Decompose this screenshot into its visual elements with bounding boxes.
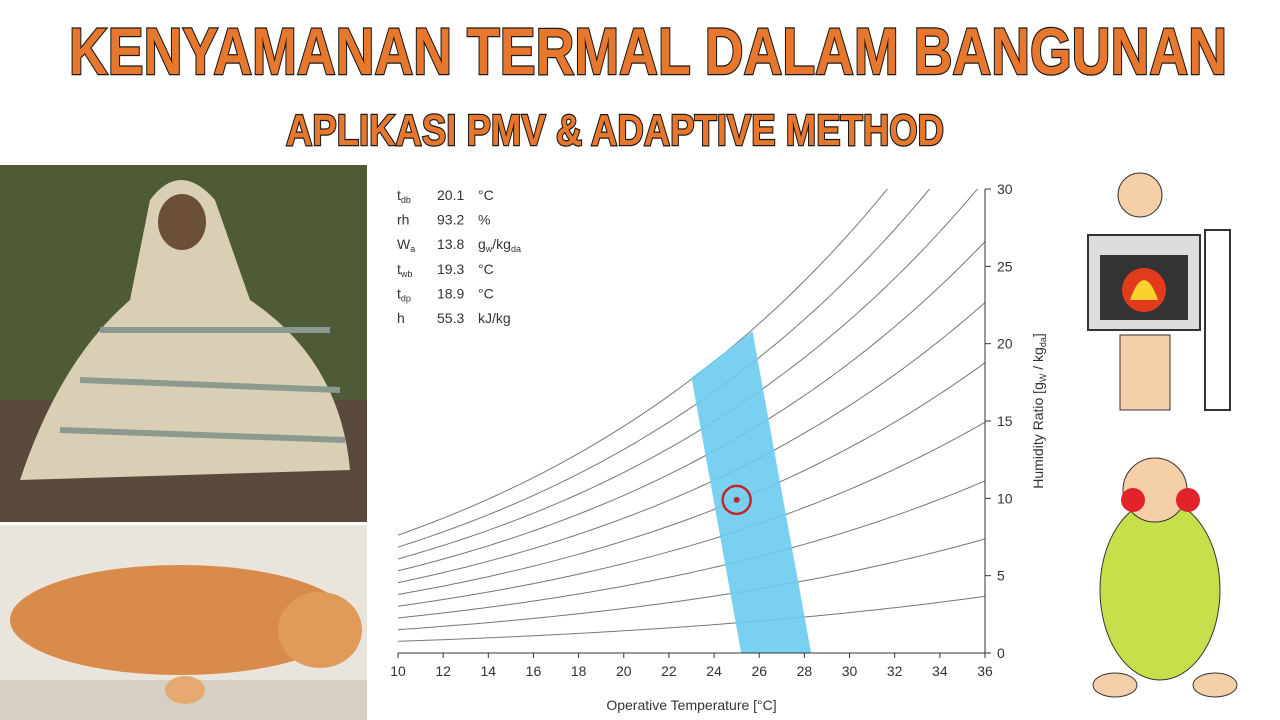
label-sub: da (1038, 337, 1048, 347)
hot-cartoon (1087, 172, 1231, 411)
y-tick-label: 5 (997, 568, 1005, 584)
y-tick-label: 20 (997, 336, 1013, 352)
readout-unit: kJ/kg (478, 310, 511, 326)
readout-unit: gw/kgda (478, 236, 521, 254)
symbol: rh (397, 212, 409, 228)
comfort-zone (691, 331, 812, 653)
symbol-sub: dp (401, 293, 411, 303)
readout-unit: °C (478, 261, 494, 277)
x-tick-label: 12 (435, 663, 451, 679)
rh-curve (398, 480, 985, 619)
x-tick-label: 34 (932, 663, 948, 679)
label-sub: W (1038, 373, 1048, 382)
symbol-sub: db (401, 195, 411, 205)
cat-photo (0, 525, 367, 720)
x-axis-label: Operative Temperature [°C] (606, 697, 776, 713)
unit: g (478, 236, 486, 252)
symbol: W (397, 236, 411, 252)
state-ring (721, 484, 752, 516)
x-tick-label: 14 (481, 663, 497, 679)
readout-value: 18.9 (437, 285, 464, 301)
rh-curve (398, 189, 979, 560)
readout-unit: % (478, 212, 490, 228)
rh-curve (398, 189, 931, 548)
readout-value: 13.8 (437, 236, 464, 252)
subtitle: APLIKASI PMV & ADAPTIVE METHOD (286, 106, 944, 155)
y-tick-label: 25 (997, 258, 1013, 274)
x-tick-label: 28 (797, 663, 813, 679)
rh-curve (398, 595, 985, 642)
rh-curve (398, 302, 985, 584)
readout-symbol: rh (397, 212, 409, 228)
title: KENYAMANAN TERMAL DALAM BANGUNAN (69, 14, 1227, 88)
readout-unit: °C (478, 285, 494, 301)
rh-curve (398, 189, 889, 536)
label-text: / kg (1030, 347, 1046, 373)
x-tick-label: 10 (390, 663, 406, 679)
y-axis-label: Humidity Ratio [gW / kgda] (1030, 333, 1048, 488)
unit-sub: w (485, 244, 493, 254)
rh-curve (398, 362, 985, 595)
readout-symbol: twb (397, 261, 412, 279)
label-text: Humidity Ratio [g (1030, 382, 1046, 489)
cold-cartoon (1092, 457, 1238, 698)
readout-value: 19.3 (437, 261, 464, 277)
x-tick-label: 26 (751, 663, 767, 679)
rh-curve (398, 421, 985, 607)
readout-symbol: h (397, 310, 405, 326)
unit: kJ/kg (478, 310, 511, 326)
unit: % (478, 212, 490, 228)
y-tick-label: 15 (997, 413, 1013, 429)
x-tick-label: 18 (571, 663, 587, 679)
unit: °C (478, 187, 494, 203)
x-tick-label: 36 (977, 663, 993, 679)
x-tick-label: 22 (661, 663, 677, 679)
curves (398, 189, 985, 642)
rh-curve (398, 241, 985, 572)
unit-sub: da (511, 244, 521, 254)
x-tick-label: 30 (842, 663, 858, 679)
unit: °C (478, 261, 494, 277)
y-tick-label: 10 (997, 490, 1013, 506)
symbol: h (397, 310, 405, 326)
symbol: t (397, 187, 401, 203)
rh-curve (398, 538, 985, 631)
state-point (733, 496, 740, 503)
symbol: t (397, 285, 401, 301)
readout-symbol: tdp (397, 285, 411, 303)
readout-value: 20.1 (437, 187, 464, 203)
dog-photo (0, 165, 367, 522)
symbol: t (397, 261, 401, 277)
x-tick-label: 16 (526, 663, 542, 679)
y-tick-label: 0 (997, 645, 1005, 661)
readout-symbol: tdb (397, 187, 411, 205)
y-tick-label: 30 (997, 181, 1013, 197)
readout-unit: °C (478, 187, 494, 203)
symbol-sub: wb (400, 269, 413, 279)
symbol-sub: a (410, 244, 415, 254)
x-tick-label: 24 (706, 663, 722, 679)
unit: /kg (492, 236, 511, 252)
readout-symbol: Wa (397, 236, 415, 254)
readout-value: 55.3 (437, 310, 464, 326)
readout-value: 93.2 (437, 212, 464, 228)
x-tick-label: 20 (616, 663, 632, 679)
label-text: ] (1030, 333, 1046, 337)
unit: °C (478, 285, 494, 301)
x-tick-label: 32 (887, 663, 903, 679)
